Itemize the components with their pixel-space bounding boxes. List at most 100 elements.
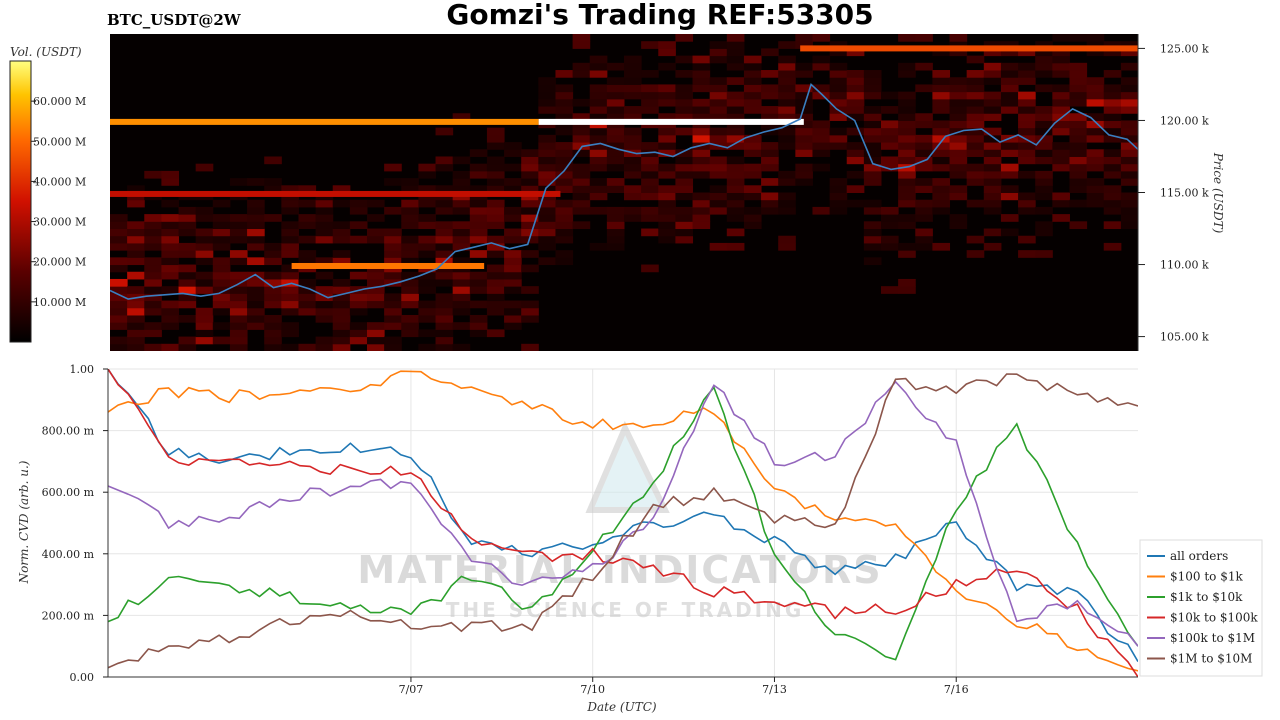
heatmap-cell <box>692 106 711 114</box>
heatmap-cell <box>675 178 694 186</box>
heatmap-cell <box>144 278 162 287</box>
heatmap-cell <box>812 206 831 215</box>
heatmap-cell <box>641 84 659 93</box>
heatmap-cell <box>572 170 591 179</box>
heatmap-cell <box>435 293 454 302</box>
heatmap-cell <box>1052 192 1070 201</box>
heatmap-cell <box>658 149 676 157</box>
heatmap-cell <box>161 235 180 244</box>
heatmap-cell <box>178 242 197 251</box>
heatmap-cell <box>127 185 145 193</box>
heatmap-cell <box>915 206 933 215</box>
heatmap-cell <box>589 163 608 172</box>
heatmap-cell <box>983 77 1002 85</box>
heatmap-cell <box>966 113 985 121</box>
heatmap-cell <box>555 113 574 121</box>
price-tick-label: 125.00 k <box>1160 42 1209 55</box>
heatmap-cell <box>898 170 916 179</box>
heatmap-cell <box>110 286 128 294</box>
heatmap-cell <box>1120 199 1138 208</box>
heatmap-cell <box>1035 149 1053 157</box>
heatmap-cell <box>863 178 882 186</box>
heatmap-cell <box>1120 120 1138 129</box>
heatmap-cell <box>881 214 899 222</box>
heatmap-cell <box>1052 70 1070 78</box>
heatmap-cell <box>1086 77 1105 85</box>
heatmap-cell <box>606 113 625 121</box>
heatmap-cell <box>486 185 505 193</box>
heatmap-cell <box>932 163 951 172</box>
heatmap-cell <box>795 34 813 42</box>
heatmap-cell <box>315 300 334 309</box>
heatmap-cell <box>1103 48 1122 57</box>
heatmap-cell <box>641 70 659 78</box>
heatmap-cell <box>589 206 608 215</box>
heatmap-cell <box>846 127 865 136</box>
heatmap-cell <box>247 293 265 302</box>
heatmap-cell <box>281 185 299 193</box>
heatmap-cell <box>1103 98 1122 107</box>
heatmap-cell <box>555 178 574 186</box>
heatmap-cell <box>881 120 899 129</box>
heatmap-cell <box>521 199 539 208</box>
heatmap-cell <box>229 293 248 302</box>
heatmap-cell <box>1103 199 1122 208</box>
heatmap-cell <box>178 300 197 309</box>
heatmap-cell <box>435 163 454 172</box>
heatmap-cell <box>298 293 317 302</box>
heatmap-cell <box>401 242 419 251</box>
heatmap-cell <box>966 163 985 172</box>
heatmap-cell <box>778 134 796 143</box>
heatmap-cell <box>658 235 676 244</box>
heatmap-cell <box>1052 149 1070 157</box>
heatmap-cell <box>589 91 608 100</box>
heatmap-cell <box>709 41 728 49</box>
heatmap-cell <box>846 84 865 93</box>
heatmap-cell <box>812 127 831 136</box>
heatmap-cell <box>726 228 745 237</box>
heatmap-cell <box>1035 250 1053 258</box>
heatmap-cell <box>315 307 334 316</box>
heatmap-cell <box>1069 84 1088 93</box>
heatmap-level <box>538 118 804 125</box>
heatmap-cell <box>795 41 813 49</box>
heatmap-cell <box>1018 70 1036 78</box>
heatmap-cell <box>572 62 591 71</box>
heatmap-cell <box>161 214 180 222</box>
heatmap-cell <box>863 170 882 179</box>
heatmap-cell <box>692 62 711 71</box>
heatmap-cell <box>469 170 488 179</box>
heatmap-cell <box>367 214 385 222</box>
heatmap-cell <box>229 235 248 244</box>
heatmap-cell <box>1018 91 1036 100</box>
heatmap-cell <box>846 106 865 114</box>
heatmap-cell <box>349 322 368 330</box>
heatmap-cell <box>966 199 985 208</box>
heatmap-cell <box>264 271 282 280</box>
price-tick-label: 105.00 k <box>1160 331 1209 344</box>
heatmap-cell <box>332 228 351 237</box>
heatmap-cell <box>949 156 968 165</box>
heatmap-cell <box>778 192 796 201</box>
heatmap-cell <box>332 250 351 258</box>
heatmap-cell <box>915 149 933 157</box>
heatmap-cell <box>1035 62 1053 71</box>
heatmap-cell <box>915 199 933 208</box>
heatmap-cell <box>504 257 522 266</box>
heatmap-cell <box>418 343 437 351</box>
heatmap-cell <box>795 84 813 93</box>
heatmap-cell <box>966 142 985 150</box>
cvd-x-axis-label: Date (UTC) <box>586 700 656 714</box>
heatmap-cell <box>863 84 882 93</box>
heatmap-cell <box>726 77 745 85</box>
heatmap-cell <box>606 242 625 251</box>
heatmap-cell <box>178 264 197 273</box>
cvd-y-tick-label: 400.00 m <box>42 548 95 561</box>
heatmap-cell <box>829 41 848 49</box>
heatmap-cell <box>743 98 762 107</box>
heatmap-cell <box>161 286 180 294</box>
heatmap-cell <box>915 84 933 93</box>
heatmap-cell <box>161 228 180 237</box>
heatmap-cell <box>178 336 197 345</box>
heatmap-cell <box>247 206 265 215</box>
